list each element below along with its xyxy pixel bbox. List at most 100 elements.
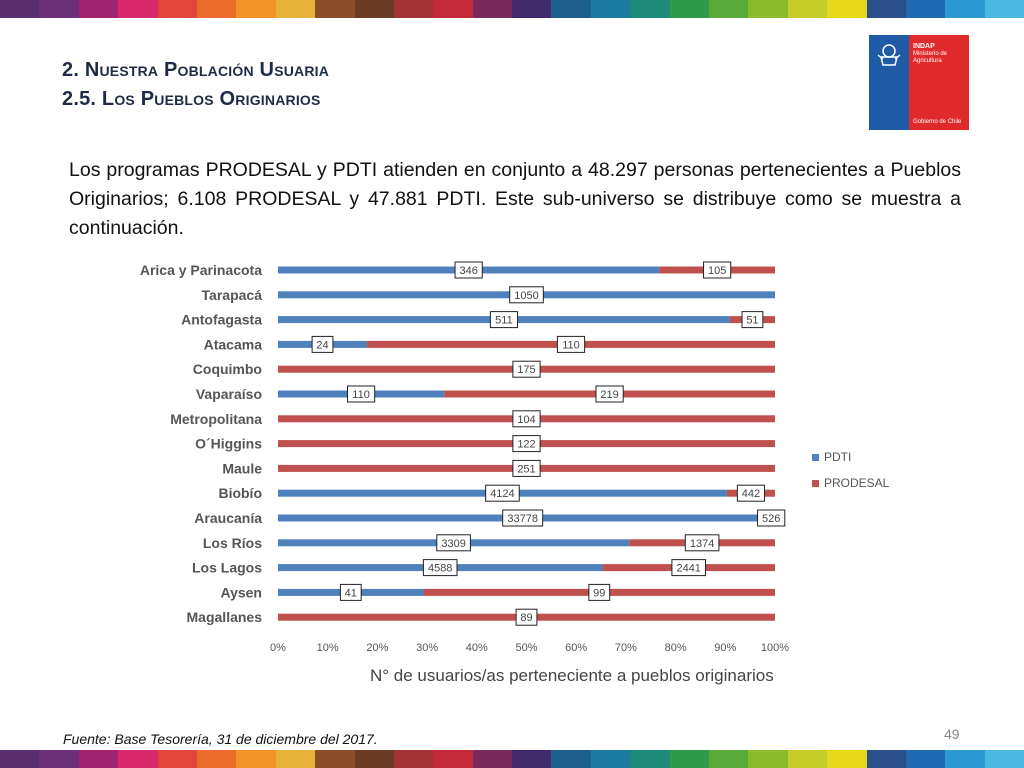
data-label-prodesal: 526 — [762, 513, 780, 525]
category-label: Los Ríos — [203, 535, 262, 551]
strip-segment — [945, 0, 985, 18]
data-label-pdti-box — [311, 335, 334, 353]
strip-segment — [275, 0, 316, 18]
strip-segment — [709, 750, 749, 768]
strip-segment — [275, 750, 316, 768]
data-label-pdti-box — [436, 534, 471, 552]
subsection-title: 2.5. Los Pueblos Originarios — [62, 88, 321, 110]
x-tick-label: 80% — [665, 642, 687, 654]
data-label-prodesal-box — [595, 385, 624, 403]
intro-paragraph: Los programas PRODESAL y PDTI atienden e… — [69, 159, 961, 239]
strip-segment — [551, 750, 591, 768]
data-label-prodesal: 122 — [517, 439, 535, 451]
section-title: 2. Nuestra Población Usuaria — [62, 59, 330, 81]
data-label-prodesal: 51 — [746, 315, 758, 327]
strip-segment — [354, 0, 394, 18]
strip-segment — [866, 0, 906, 18]
strip-segment — [39, 0, 79, 18]
strip-segment — [827, 750, 867, 768]
source-note: Fuente: Base Tesorería, 31 de diciembre … — [63, 731, 378, 747]
data-label-prodesal-box — [741, 311, 764, 329]
logo-red-panel: INDAP Ministerio de Agricultura Gobierno… — [909, 35, 969, 130]
strip-segment — [315, 750, 355, 768]
logo-org-sub1: Ministerio de — [913, 51, 948, 57]
strip-segment — [433, 750, 473, 768]
x-axis-title: N° de usuarios/as perteneciente a pueblo… — [370, 666, 774, 685]
legend-swatch — [812, 480, 819, 487]
x-tick-label: 0% — [270, 642, 286, 654]
data-label-prodesal-box — [757, 509, 786, 527]
top-color-strip — [0, 0, 1024, 18]
data-label-prodesal-box — [512, 459, 541, 477]
strip-segment — [393, 750, 434, 768]
data-label-pdti-box — [339, 583, 362, 601]
logo-blue-panel — [869, 35, 909, 130]
strip-segment — [78, 750, 119, 768]
data-label-pdti-box — [454, 261, 483, 279]
category-label: Tarapacá — [202, 287, 263, 303]
x-tick-label: 50% — [515, 642, 537, 654]
category-label: Aysen — [220, 584, 262, 600]
category-label: Metropolitana — [170, 411, 262, 427]
data-label-prodesal-box — [703, 261, 732, 279]
strip-segment — [0, 0, 40, 18]
legend-label: PDTI — [824, 450, 851, 464]
data-label-pdti-box — [485, 484, 520, 502]
strip-segment — [0, 750, 40, 768]
x-tick-label: 20% — [366, 642, 388, 654]
strip-segment — [354, 750, 394, 768]
logo-org-text: INDAP Ministerio de Agricultura — [913, 43, 947, 65]
page-number: 49 — [944, 726, 960, 742]
category-label: Araucanía — [194, 510, 262, 526]
strip-segment — [630, 750, 670, 768]
category-label: Biobío — [218, 485, 262, 501]
x-tick-label: 60% — [565, 642, 587, 654]
strip-segment — [905, 750, 946, 768]
data-label-prodesal: 1374 — [690, 538, 714, 550]
data-label-prodesal: 2441 — [676, 563, 700, 575]
x-tick-label: 30% — [416, 642, 438, 654]
category-label: Coquimbo — [193, 361, 262, 377]
data-label-pdti: 511 — [495, 315, 513, 327]
data-label-prodesal: 105 — [708, 265, 726, 277]
data-label-pdti: 110 — [352, 389, 370, 401]
strip-segment — [118, 750, 158, 768]
category-label: Los Lagos — [192, 560, 262, 576]
data-label-pdti: 4124 — [490, 488, 514, 500]
category-label: Antofagasta — [181, 312, 262, 328]
strip-segment — [472, 750, 513, 768]
data-label-pdti: 3309 — [441, 538, 465, 550]
logo-government-text: Gobierno de Chile — [913, 119, 962, 125]
data-label-prodesal-box — [684, 534, 720, 552]
strip-segment — [984, 750, 1024, 768]
strip-segment — [393, 0, 434, 18]
strip-segment — [551, 0, 591, 18]
strip-segment — [196, 0, 237, 18]
bottom-color-strip — [0, 750, 1024, 768]
data-label-prodesal-box — [588, 583, 611, 601]
data-label-prodesal: 251 — [517, 463, 535, 475]
x-tick-label: 40% — [466, 642, 488, 654]
data-label-pdti: 24 — [316, 339, 328, 351]
stacked-bar-chart: Arica y Parinacota 346 105 Tarapacá 1050 Anto… — [110, 255, 930, 695]
data-label-prodesal-box — [515, 608, 538, 626]
strip-segment — [157, 750, 197, 768]
strip-segment — [709, 0, 749, 18]
data-label-pdti-box — [502, 509, 544, 527]
x-tick-label: 70% — [615, 642, 637, 654]
strip-segment — [984, 0, 1024, 18]
indap-logo: INDAP Ministerio de Agricultura Gobierno… — [869, 35, 969, 130]
x-tick-label: 90% — [714, 642, 736, 654]
strip-segment — [827, 0, 867, 18]
strip-segment — [630, 0, 670, 18]
legend-swatch — [812, 454, 819, 461]
x-tick-label: 100% — [761, 642, 789, 654]
data-label-prodesal: 219 — [600, 389, 618, 401]
data-label-pdti-box — [489, 311, 519, 329]
strip-segment — [905, 0, 946, 18]
strip-segment — [236, 750, 276, 768]
data-label-prodesal: 110 — [562, 339, 580, 351]
category-label: Magallanes — [187, 609, 263, 625]
data-label-prodesal: 99 — [593, 587, 605, 599]
category-label: Vaparaíso — [196, 386, 262, 402]
